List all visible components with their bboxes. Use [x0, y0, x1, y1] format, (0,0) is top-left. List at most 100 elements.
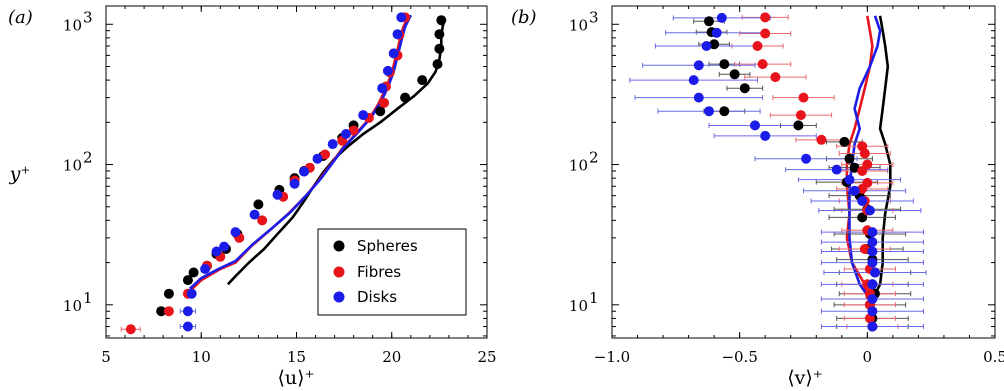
data-point-disks — [249, 209, 260, 220]
data-point-disks — [312, 153, 323, 164]
data-point-disks — [327, 139, 338, 150]
y-tick-exponent: 1 — [83, 289, 93, 307]
data-point-spheres — [432, 59, 443, 70]
data-point-fibres — [760, 12, 771, 23]
data-point-spheres — [375, 106, 386, 117]
data-point-spheres — [400, 92, 411, 103]
data-point-disks — [693, 60, 704, 71]
x-tick-label: 25 — [477, 348, 496, 366]
data-point-fibres — [760, 28, 771, 39]
data-point-spheres — [793, 120, 804, 131]
data-point-disks — [867, 279, 878, 290]
legend-marker-fibres — [333, 266, 345, 278]
data-point-disks — [377, 83, 388, 94]
data-point-disks — [382, 65, 393, 76]
data-point-spheres — [253, 199, 264, 210]
panel-a-x-axis-label: ⟨u⟩⁺ — [277, 367, 314, 389]
y-tick-label: 10 — [569, 297, 588, 315]
x-tick-label: 20 — [382, 348, 401, 366]
data-point-spheres — [729, 69, 740, 80]
data-point-spheres — [434, 43, 445, 54]
panel-a-y-axis-label: y⁺ — [9, 163, 31, 185]
data-point-fibres — [798, 92, 809, 103]
data-point-fibres — [757, 59, 768, 70]
data-point-disks — [200, 264, 211, 274]
y-tick-label: 10 — [569, 16, 588, 34]
panel-b-plot-area — [629, 12, 927, 332]
data-point-disks — [750, 120, 760, 131]
data-point-disks — [272, 189, 283, 200]
data-point-disks — [867, 237, 878, 248]
data-point-spheres — [709, 39, 720, 50]
data-point-disks — [219, 241, 230, 252]
legend-label-spheres: Spheres — [357, 237, 418, 255]
data-point-fibres — [257, 215, 268, 226]
x-tick-label: 10 — [192, 348, 211, 366]
panel-b-x-axis-label: ⟨v⟩⁺ — [787, 367, 823, 389]
data-point-disks — [358, 110, 369, 121]
legend-marker-spheres — [333, 240, 345, 252]
y-tick-label: 10 — [63, 297, 82, 315]
data-point-spheres — [849, 162, 860, 173]
series-line-disks — [848, 15, 882, 300]
data-point-disks — [864, 205, 875, 216]
y-tick-exponent: 2 — [83, 149, 93, 167]
panel-a-plot-area — [120, 12, 447, 335]
data-point-fibres — [379, 97, 390, 108]
data-point-fibres — [857, 183, 868, 194]
data-point-disks — [392, 29, 403, 40]
data-point-fibres — [163, 306, 174, 317]
data-point-spheres — [188, 267, 199, 278]
data-point-disks — [760, 130, 771, 141]
data-point-spheres — [719, 106, 730, 117]
legend-label-fibres: Fibres — [357, 263, 401, 281]
data-point-disks — [867, 306, 878, 317]
y-tick-label: 10 — [63, 16, 82, 34]
data-point-spheres — [417, 75, 428, 86]
data-point-disks — [844, 174, 855, 185]
data-point-disks — [289, 178, 300, 189]
data-point-spheres — [719, 59, 730, 70]
data-point-fibres — [348, 125, 359, 136]
x-tick-label: −1.0 — [594, 348, 630, 366]
data-point-fibres — [795, 110, 806, 121]
data-point-spheres — [844, 153, 855, 164]
data-point-disks — [182, 306, 193, 317]
data-point-disks — [230, 227, 241, 238]
data-point-disks — [716, 12, 727, 23]
legend-label-disks: Disks — [357, 288, 397, 306]
data-point-spheres — [436, 15, 447, 26]
data-point-disks — [867, 227, 878, 238]
x-tick-label: 5 — [101, 348, 111, 366]
legend-marker-disks — [333, 291, 345, 303]
panel-b-x-axis: −1.0 −0.5 0 0.5 — [594, 6, 1004, 366]
data-point-fibres — [816, 134, 827, 145]
data-point-fibres — [752, 41, 763, 51]
data-point-disks — [211, 246, 222, 257]
data-point-spheres — [857, 212, 868, 223]
data-point-fibres — [857, 166, 868, 176]
data-point-fibres — [125, 324, 136, 335]
y-tick-exponent: 3 — [83, 8, 93, 26]
x-tick-label: 15 — [287, 348, 306, 366]
data-point-disks — [867, 246, 878, 257]
data-point-spheres — [163, 288, 174, 299]
panel-a-x-axis: 5 10 15 20 25 — [101, 6, 497, 366]
data-point-disks — [711, 27, 722, 38]
data-point-fibres — [859, 244, 870, 254]
data-point-fibres — [770, 72, 781, 83]
y-tick-exponent: 2 — [589, 149, 599, 167]
data-point-disks — [701, 41, 712, 51]
data-point-spheres — [839, 136, 850, 147]
y-tick-exponent: 1 — [589, 289, 599, 307]
panel-b-frame — [611, 5, 996, 339]
y-tick-exponent: 3 — [589, 8, 599, 26]
data-point-disks — [867, 257, 878, 268]
data-point-disks — [870, 267, 880, 278]
data-point-disks — [186, 288, 197, 299]
data-point-fibres — [859, 148, 870, 159]
